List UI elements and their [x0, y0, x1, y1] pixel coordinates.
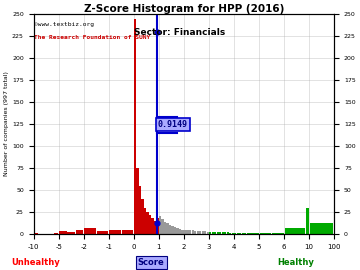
Bar — [219, 232, 221, 234]
Bar — [186, 230, 189, 234]
Bar — [209, 232, 211, 234]
Bar — [204, 231, 206, 234]
Bar — [229, 233, 231, 234]
Bar — [159, 216, 161, 234]
Bar — [154, 221, 156, 234]
Title: Z-Score Histogram for HPP (2016): Z-Score Histogram for HPP (2016) — [84, 4, 284, 14]
Bar — [214, 232, 216, 234]
Bar — [247, 233, 258, 234]
Bar — [147, 212, 149, 234]
Bar — [310, 223, 333, 234]
Bar — [134, 19, 136, 234]
Bar — [221, 232, 224, 234]
Bar — [226, 232, 229, 234]
Text: Unhealthy: Unhealthy — [12, 258, 60, 267]
Bar — [152, 218, 154, 234]
Bar — [260, 233, 271, 234]
Bar — [217, 232, 219, 234]
Bar — [34, 233, 39, 234]
Bar — [161, 219, 164, 234]
Bar — [207, 232, 209, 234]
Bar — [84, 228, 96, 234]
Bar — [237, 233, 239, 234]
Bar — [54, 233, 58, 234]
Bar — [234, 233, 237, 234]
Bar — [76, 230, 83, 234]
Bar — [244, 233, 247, 234]
Bar — [164, 222, 166, 234]
Bar — [157, 218, 159, 234]
Bar — [224, 232, 226, 234]
Text: The Research Foundation of SUNY: The Research Foundation of SUNY — [33, 35, 150, 40]
Bar — [139, 185, 141, 234]
Bar — [285, 228, 305, 234]
Bar — [272, 233, 284, 234]
Text: Healthy: Healthy — [277, 258, 314, 267]
Y-axis label: Number of companies (997 total): Number of companies (997 total) — [4, 72, 9, 177]
Bar — [231, 233, 234, 234]
Text: Sector: Financials: Sector: Financials — [134, 28, 226, 37]
Text: 0.9149: 0.9149 — [158, 120, 188, 129]
Bar — [197, 231, 199, 234]
Bar — [184, 230, 186, 234]
Bar — [109, 230, 121, 234]
Bar — [174, 227, 176, 234]
Bar — [144, 208, 146, 234]
Text: ©www.textbiz.org: ©www.textbiz.org — [33, 22, 94, 28]
Bar — [149, 215, 151, 234]
Bar — [141, 199, 144, 234]
Bar — [306, 208, 309, 234]
Bar — [136, 168, 139, 234]
Bar — [179, 229, 181, 234]
Bar — [122, 230, 133, 234]
Bar — [202, 231, 204, 234]
Bar — [67, 232, 75, 234]
Bar — [97, 231, 108, 234]
Bar — [199, 231, 201, 234]
Bar — [242, 233, 244, 234]
Bar — [192, 230, 194, 234]
Bar — [59, 231, 67, 234]
Bar — [169, 225, 171, 234]
Bar — [194, 231, 196, 234]
Bar — [166, 223, 169, 234]
Bar — [239, 233, 242, 234]
Bar — [171, 226, 174, 234]
Bar — [212, 232, 214, 234]
Bar — [176, 228, 179, 234]
Bar — [181, 230, 184, 234]
Text: Score: Score — [138, 258, 165, 267]
Bar — [189, 230, 191, 234]
